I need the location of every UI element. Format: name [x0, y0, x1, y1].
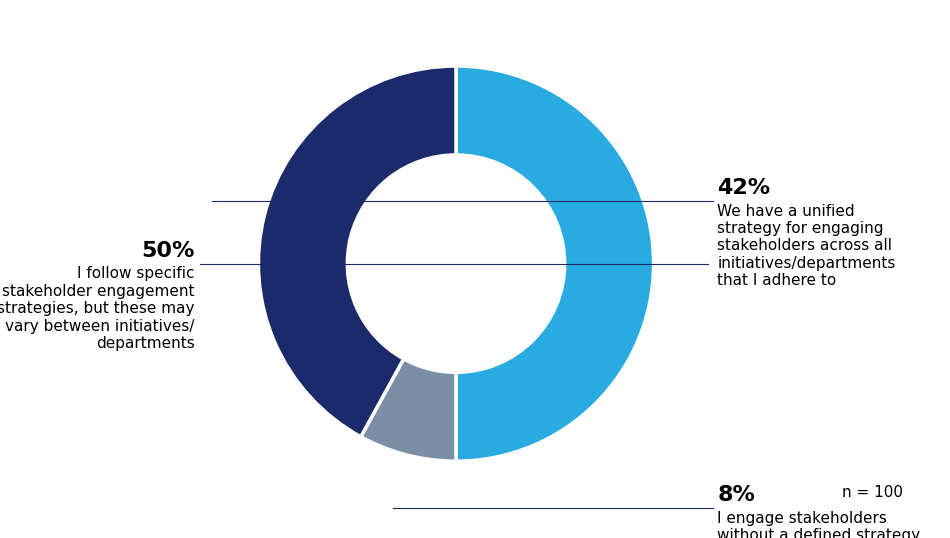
Wedge shape	[456, 66, 654, 461]
Wedge shape	[361, 359, 456, 461]
Text: I engage stakeholders
without a defined strategy: I engage stakeholders without a defined …	[717, 511, 921, 538]
Text: 8%: 8%	[717, 485, 755, 505]
Text: We have a unified
strategy for engaging
stakeholders across all
initiatives/depa: We have a unified strategy for engaging …	[717, 203, 896, 288]
Text: I follow specific
stakeholder engagement
strategies, but these may
vary between : I follow specific stakeholder engagement…	[0, 266, 195, 351]
Text: 50%: 50%	[142, 241, 195, 261]
Wedge shape	[258, 66, 456, 437]
Text: n = 100: n = 100	[842, 485, 902, 500]
Text: 42%: 42%	[717, 178, 770, 198]
